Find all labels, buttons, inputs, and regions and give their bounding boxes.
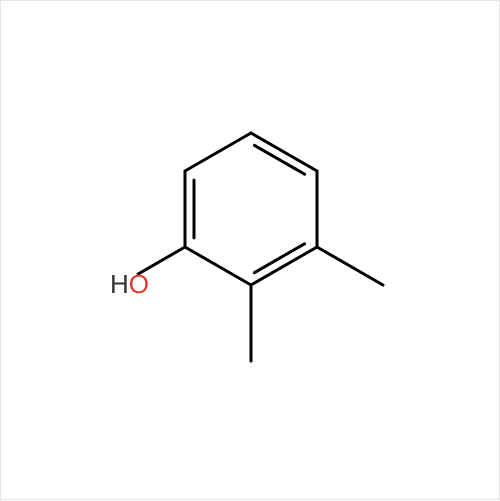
bond [185, 133, 251, 171]
bond [251, 133, 317, 171]
bond [317, 247, 383, 285]
molecule-svg: HO [1, 1, 500, 501]
bond [185, 247, 251, 285]
atom-label: HO [110, 269, 149, 299]
molecule-canvas: HO [0, 0, 500, 500]
bond [251, 247, 317, 285]
